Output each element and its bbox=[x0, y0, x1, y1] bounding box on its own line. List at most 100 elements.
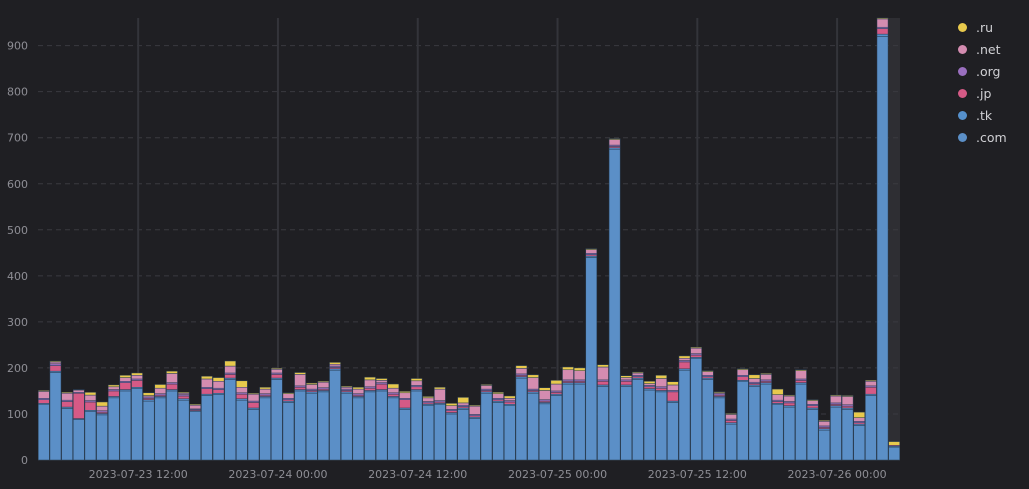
legend-item-ru[interactable]: .ru bbox=[958, 16, 1007, 38]
legend-item-com[interactable]: .com bbox=[958, 126, 1007, 148]
bar-segment-ru bbox=[725, 413, 737, 415]
bar-segment-net bbox=[643, 383, 656, 386]
bar-segment-net bbox=[736, 369, 749, 376]
bar-segment-net bbox=[760, 374, 772, 381]
bar-segment-ru bbox=[422, 396, 435, 399]
bar-segment-com bbox=[806, 409, 819, 461]
bar-segment-ru bbox=[597, 364, 609, 368]
bar-segment-net bbox=[527, 377, 539, 390]
bar-segment-ru bbox=[830, 394, 842, 397]
bar-segment-com bbox=[282, 402, 295, 461]
y-tick-label: 400 bbox=[7, 270, 28, 283]
bar-segment-net bbox=[492, 393, 504, 399]
bar-segment-com bbox=[760, 383, 772, 461]
legend-item-jp[interactable]: .jp bbox=[958, 82, 1007, 104]
bar-segment-ru bbox=[212, 377, 225, 382]
bar-segment-net bbox=[154, 387, 167, 394]
bar-segment-com bbox=[38, 404, 50, 461]
bar-segment-ru bbox=[783, 394, 796, 397]
bar-segment-jp bbox=[655, 387, 667, 391]
bar-segment-com bbox=[142, 400, 155, 461]
bar-segment-net bbox=[317, 381, 330, 388]
bar-segment-ru bbox=[166, 370, 178, 374]
bar-segment-jp bbox=[107, 390, 120, 397]
bar-segment-jp bbox=[236, 393, 248, 400]
bar-segment-net bbox=[620, 377, 633, 381]
bar-segment-ru bbox=[119, 375, 132, 378]
bar-segment-com bbox=[410, 390, 423, 461]
bar-segment-com bbox=[573, 383, 586, 461]
legend-item-tk[interactable]: .tk bbox=[958, 104, 1007, 126]
bar-segment-ru bbox=[655, 375, 667, 379]
bar-segment-jp bbox=[38, 399, 50, 404]
bar-segment-com bbox=[107, 397, 120, 461]
bar-segment-com bbox=[49, 372, 62, 461]
bar-segment-jp bbox=[294, 387, 306, 390]
bar-segment-net bbox=[748, 378, 761, 383]
bar-segment-org bbox=[49, 363, 62, 366]
bar-segment-jp bbox=[224, 374, 236, 379]
bar-segment-ru bbox=[247, 392, 260, 395]
legend-label: .jp bbox=[976, 85, 992, 101]
bar-segment-net bbox=[515, 368, 528, 375]
bar-segment-ru bbox=[690, 346, 702, 349]
bar-segment-net bbox=[131, 375, 143, 380]
bar-segment-com bbox=[305, 392, 318, 461]
bar-segment-com bbox=[375, 390, 388, 461]
bar-segment-com bbox=[247, 409, 260, 461]
y-tick-label: 800 bbox=[7, 86, 28, 99]
bar-segment-jp bbox=[597, 381, 609, 386]
x-tick-label: 2023-07-23 12:00 bbox=[89, 468, 188, 481]
bar-segment-net bbox=[503, 398, 516, 401]
bar-segment-jp bbox=[177, 395, 190, 400]
bar-segment-ru bbox=[364, 376, 376, 381]
bar-segment-jp bbox=[119, 382, 132, 390]
bar-segment-ru bbox=[608, 138, 621, 140]
y-axis-ticks: 0 100 200 300 400 500 600 700 800 900 bbox=[7, 40, 28, 467]
legend-dot-icon bbox=[958, 66, 967, 76]
bar-segment-ru bbox=[387, 383, 400, 389]
bar-segment-ru bbox=[236, 380, 248, 388]
bar-segment-net bbox=[410, 380, 423, 386]
bar-segment-com bbox=[364, 391, 376, 461]
bar-segment-jp bbox=[550, 392, 563, 395]
bar-segment-net bbox=[375, 380, 388, 383]
legend-dot-icon bbox=[958, 110, 967, 120]
bar-segment-net bbox=[247, 393, 260, 402]
bar-segment-net bbox=[783, 395, 796, 402]
x-tick-label: 2023-07-24 00:00 bbox=[228, 468, 327, 481]
x-tick-label: 2023-07-25 00:00 bbox=[508, 468, 607, 481]
y-tick-label: 100 bbox=[7, 408, 28, 421]
bar-segment-ru bbox=[434, 387, 446, 390]
bar-segment-ru bbox=[538, 387, 551, 391]
bar-segment-net bbox=[352, 388, 365, 394]
bar-segment-ru bbox=[259, 387, 271, 390]
bar-segment-jp bbox=[503, 401, 516, 405]
legend-item-net[interactable]: .net bbox=[958, 38, 1007, 60]
bar-segment-com bbox=[271, 379, 283, 461]
bar-segment-jp bbox=[131, 380, 143, 388]
bar-segment-com bbox=[865, 395, 877, 461]
bar-segment-ru bbox=[352, 387, 365, 390]
bar-segment-net bbox=[329, 363, 341, 367]
bar-segment-com bbox=[259, 397, 271, 461]
bar-segment-com bbox=[294, 390, 306, 461]
bar-segment-ru bbox=[340, 386, 353, 388]
bar-segment-com bbox=[84, 411, 97, 461]
bar-segment-net bbox=[96, 405, 108, 411]
bar-segment-com bbox=[725, 423, 737, 461]
bar-segment-com bbox=[550, 395, 563, 461]
bar-segment-net bbox=[445, 405, 458, 410]
bar-segment-net bbox=[632, 372, 644, 376]
legend-dot-icon bbox=[958, 132, 967, 142]
bar-segment-net bbox=[865, 381, 877, 387]
bar-segment-jp bbox=[61, 401, 73, 408]
bar-segment-ru bbox=[329, 362, 341, 365]
bar-segment-ru bbox=[562, 366, 574, 371]
bar-segment-com bbox=[340, 392, 353, 461]
bar-segment-com bbox=[888, 446, 900, 461]
legend-item-org[interactable]: .org bbox=[958, 60, 1007, 82]
bar-segment-com bbox=[445, 413, 458, 461]
bar-segment-net bbox=[853, 417, 866, 422]
bar-segment-net bbox=[282, 393, 295, 399]
